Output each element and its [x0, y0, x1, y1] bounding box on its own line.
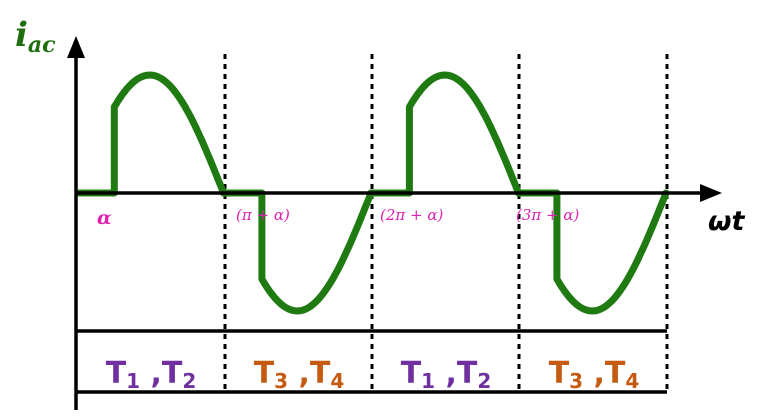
thyristor-cell-label: T3 ,T4: [254, 356, 345, 393]
x-axis-arrowhead: [700, 184, 722, 202]
angle-label-pi-alpha: (π + α): [236, 206, 290, 224]
thyristor-cell: T1 ,T2: [106, 356, 197, 393]
y-axis-label-main: i: [15, 15, 28, 55]
y-axis-label-sub: ac: [28, 32, 56, 58]
angle-label-3pi-alpha: (3π + α): [516, 206, 579, 224]
thyristor-cell-label: T3 ,T4: [549, 356, 640, 393]
thyristor-cell: T3 ,T4: [254, 356, 345, 393]
thyristor-cell: T1 ,T2: [401, 356, 492, 393]
thyristor-cell-label: T1 ,T2: [401, 356, 492, 393]
conduction-table: [76, 329, 667, 394]
y-axis-label: iac: [15, 15, 56, 58]
x-axis-label: ωt: [708, 206, 745, 237]
angle-label-2pi-alpha: (2π + α): [380, 206, 443, 224]
angle-label-alpha: α: [97, 207, 112, 229]
thyristor-cell: T3 ,T4: [549, 356, 640, 393]
axes: [74, 50, 705, 410]
y-axis-arrowhead: [67, 36, 85, 58]
thyristor-cell-label: T1 ,T2: [106, 356, 197, 393]
period-boundaries: [223, 54, 669, 394]
